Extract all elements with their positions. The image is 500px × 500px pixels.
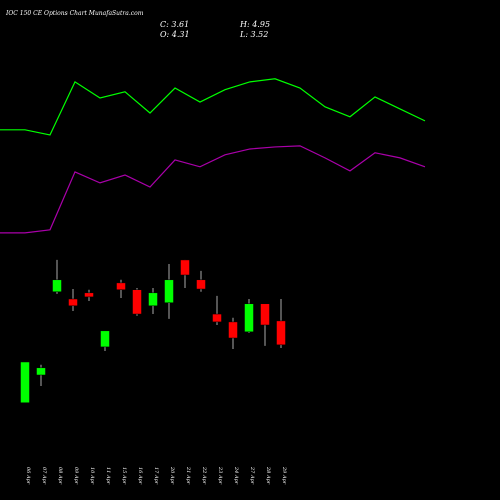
candle-body [132,289,142,315]
x-tick-label: 15 Apr [121,467,127,485]
candle-body [84,292,94,298]
candle-body [276,320,286,346]
candle-body [68,298,78,307]
x-tick-label: 08 Apr [57,467,63,485]
x-tick-label: 07 Apr [41,467,47,485]
candle-body [116,282,126,290]
candle-body [36,367,46,376]
x-tick-label: 10 Apr [89,467,95,485]
low-label: L: 3.52 [239,30,268,39]
candle-body [260,303,270,326]
high-label: H: 4.95 [239,20,270,29]
chart-title: IOC 150 CE Options Chart MunafaSutra.com [5,10,144,17]
candle-body [100,330,110,348]
x-tick-label: 24 Apr [233,466,239,485]
candle-body [212,313,222,323]
candle-body [148,292,158,307]
x-tick-label: 23 Apr [217,466,223,485]
x-tick-label: 06 Apr [25,467,31,485]
x-tick-label: 22 Apr [201,466,207,485]
x-tick-label: 21 Apr [185,466,191,485]
candle-body [244,303,254,333]
x-tick-label: 17 Apr [153,467,159,485]
candle-body [20,361,30,403]
indicator-line [0,145,426,234]
indicator-line [0,78,426,136]
x-tick-label: 09 Apr [73,467,79,485]
open-label: O: 4.31 [160,30,190,39]
x-tick-label: 27 Apr [249,466,255,485]
candle-body [164,279,174,303]
candle-body [196,279,206,290]
x-tick-label: 16 Apr [137,467,143,485]
candle-body [180,259,190,276]
x-tick-label: 20 Apr [169,466,175,485]
close-label: C: 3.61 [160,20,189,29]
x-tick-label: 11 Apr [105,467,111,485]
x-tick-label: 28 Apr [265,466,271,485]
candle-body [52,279,62,293]
x-tick-label: 29 Apr [281,466,287,485]
candle-body [228,321,238,339]
